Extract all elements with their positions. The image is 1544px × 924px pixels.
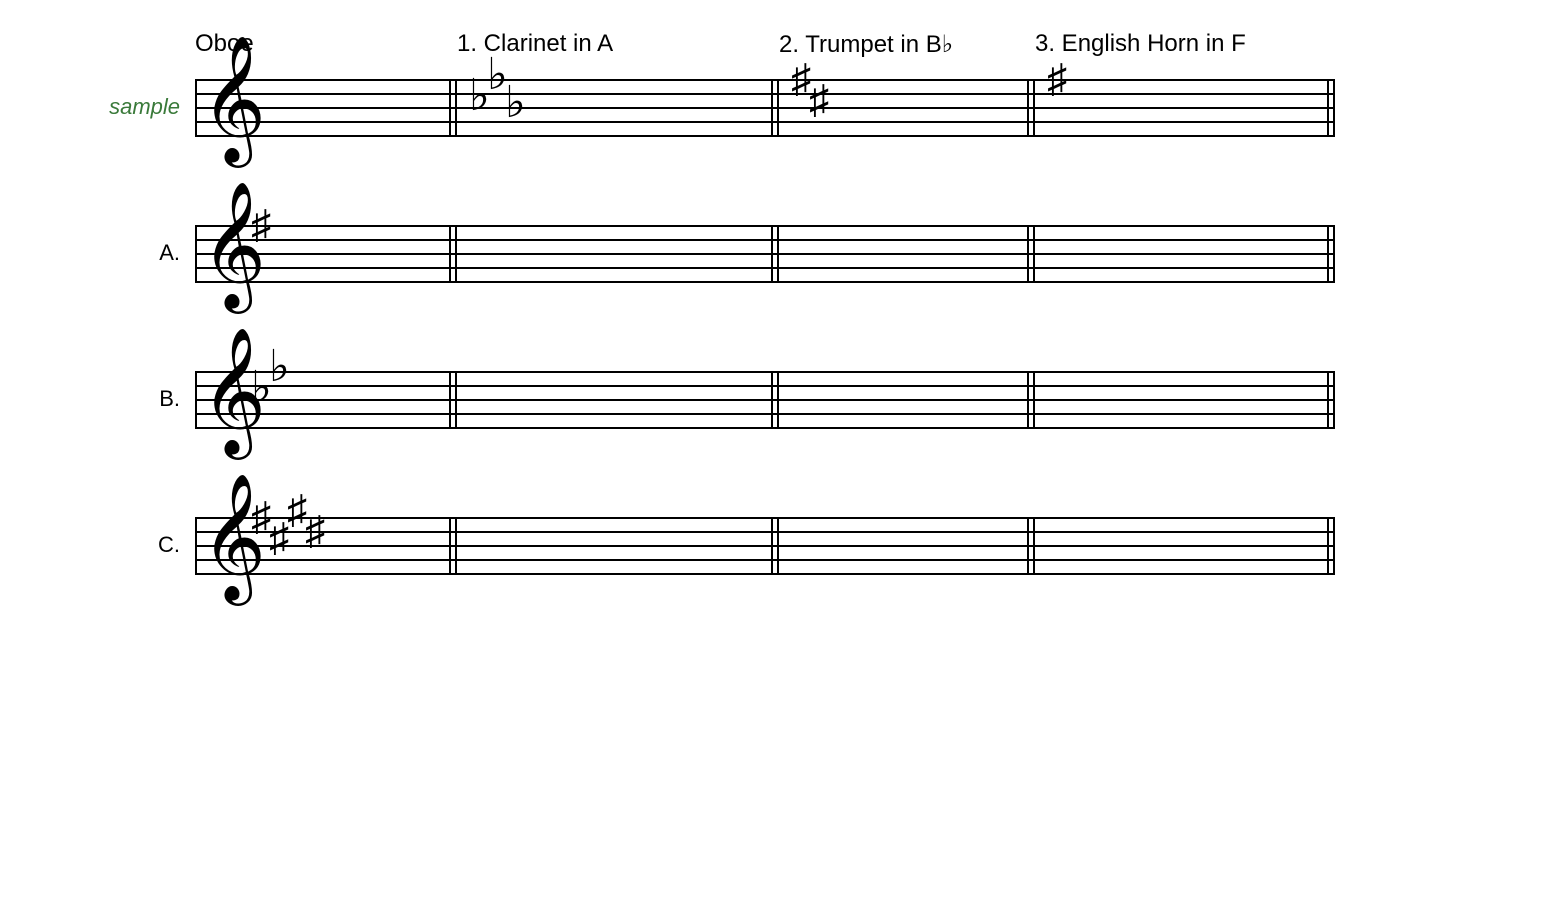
double-barline xyxy=(771,79,773,137)
row-label: sample xyxy=(60,94,195,120)
double-barline xyxy=(771,225,773,283)
staff-line xyxy=(195,267,1335,269)
double-barline xyxy=(1033,225,1035,283)
staff-line xyxy=(195,517,1335,519)
staff-line xyxy=(195,531,1335,533)
double-barline xyxy=(455,517,457,575)
column-headers: Oboe 1. Clarinet in A 2. Trumpet in B♭ 3… xyxy=(195,30,1514,59)
staff: 𝄞♭♭ xyxy=(195,371,1335,427)
double-barline xyxy=(777,225,779,283)
barline-start xyxy=(195,371,197,429)
barline-start xyxy=(195,225,197,283)
double-barline xyxy=(1033,79,1035,137)
double-barline xyxy=(449,79,451,137)
staff-line xyxy=(195,225,1335,227)
double-barline xyxy=(1027,371,1029,429)
col-header-trumpet: 2. Trumpet in B♭ xyxy=(779,30,1035,59)
double-barline xyxy=(1327,371,1329,429)
barline-start xyxy=(195,517,197,575)
double-barline xyxy=(777,517,779,575)
sharp-icon: ♯ xyxy=(1047,59,1067,99)
sharp-icon: ♯ xyxy=(791,59,811,99)
staff: 𝄞♯♯♯♯ xyxy=(195,517,1335,573)
double-barline xyxy=(455,79,457,137)
double-barline xyxy=(1027,79,1029,137)
staff-rows-container: sample𝄞♭♭♭♯♯♯A.𝄞♯B.𝄞♭♭C.𝄞♯♯♯♯ xyxy=(60,79,1514,573)
sharp-icon: ♯ xyxy=(251,497,271,537)
double-barline xyxy=(1027,225,1029,283)
double-barline xyxy=(1333,225,1335,283)
staff: 𝄞♭♭♭♯♯♯ xyxy=(195,79,1335,135)
staff-line xyxy=(195,281,1335,283)
staff-line xyxy=(195,107,1335,109)
staff: 𝄞♯ xyxy=(195,225,1335,281)
sharp-icon: ♯ xyxy=(269,518,289,558)
double-barline xyxy=(455,225,457,283)
staff-line xyxy=(195,93,1335,95)
double-barline xyxy=(455,371,457,429)
staff-line xyxy=(195,545,1335,547)
double-barline xyxy=(777,371,779,429)
staff-line xyxy=(195,573,1335,575)
double-barline xyxy=(777,79,779,137)
barline-start xyxy=(195,79,197,137)
staff-line xyxy=(195,253,1335,255)
staff-row: sample𝄞♭♭♭♯♯♯ xyxy=(60,79,1514,135)
treble-clef-icon: 𝄞 xyxy=(201,44,266,154)
flat-icon: ♭ xyxy=(269,345,290,389)
staff-line xyxy=(195,79,1335,81)
staff-line xyxy=(195,413,1335,415)
double-barline xyxy=(771,371,773,429)
double-barline xyxy=(771,517,773,575)
staff-line xyxy=(195,399,1335,401)
double-barline xyxy=(1327,79,1329,137)
double-barline xyxy=(1333,517,1335,575)
staff-line xyxy=(195,371,1335,373)
row-label: C. xyxy=(60,532,195,558)
staff-line xyxy=(195,427,1335,429)
col-header-english-horn: 3. English Horn in F xyxy=(1035,30,1335,59)
staff-row: B.𝄞♭♭ xyxy=(60,371,1514,427)
double-barline xyxy=(1327,517,1329,575)
staff-line xyxy=(195,385,1335,387)
flat-icon: ♭ xyxy=(505,81,526,125)
staff-line xyxy=(195,239,1335,241)
double-barline xyxy=(1033,517,1035,575)
double-barline xyxy=(1027,517,1029,575)
double-barline xyxy=(449,225,451,283)
double-barline xyxy=(449,371,451,429)
row-label: B. xyxy=(60,386,195,412)
sharp-icon: ♯ xyxy=(305,511,325,551)
sharp-icon: ♯ xyxy=(809,80,829,120)
staff-line xyxy=(195,559,1335,561)
sharp-icon: ♯ xyxy=(251,205,271,245)
staff-line xyxy=(195,135,1335,137)
double-barline xyxy=(1333,79,1335,137)
double-barline xyxy=(449,517,451,575)
double-barline xyxy=(1333,371,1335,429)
sharp-icon: ♯ xyxy=(287,490,307,530)
row-label: A. xyxy=(60,240,195,266)
double-barline xyxy=(1033,371,1035,429)
double-barline xyxy=(1327,225,1329,283)
staff-line xyxy=(195,121,1335,123)
staff-row: C.𝄞♯♯♯♯ xyxy=(60,517,1514,573)
staff-row: A.𝄞♯ xyxy=(60,225,1514,281)
